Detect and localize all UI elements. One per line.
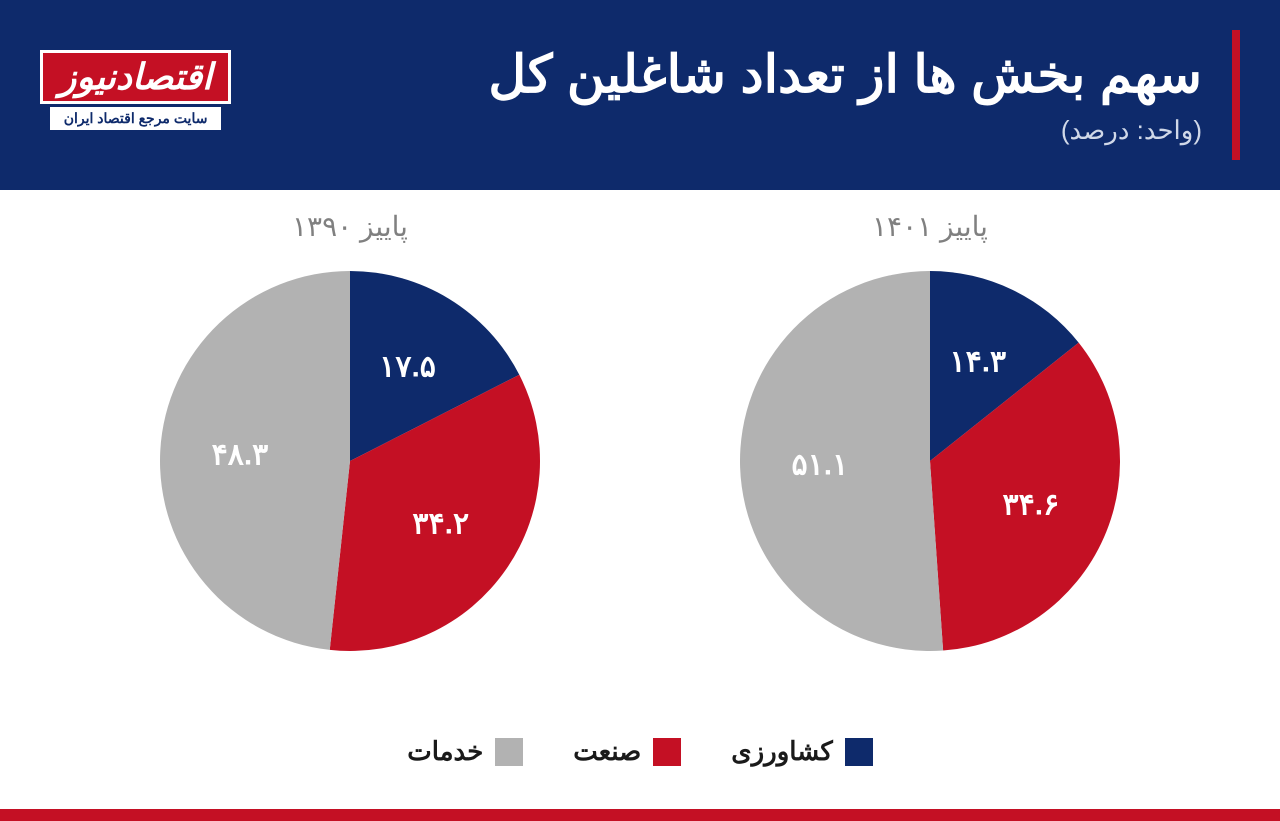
pie-label-services: ۵۱.۱	[792, 447, 849, 482]
pie-label-agriculture: ۱۷.۵	[379, 350, 436, 385]
legend-label-services: خدمات	[407, 736, 483, 767]
legend-item-agriculture: کشاورزی	[731, 736, 873, 767]
logo: اقتصادنیوز سایت مرجع اقتصاد ایران	[40, 50, 231, 130]
chart-right-title: پاییز ۱۴۰۱	[872, 210, 988, 243]
page-title: سهم بخش ها از تعداد شاغلین کل	[488, 44, 1202, 106]
pie-label-services: ۴۸.۳	[212, 438, 269, 473]
footer-accent-bar	[0, 809, 1280, 821]
header: سهم بخش ها از تعداد شاغلین کل (واحد: درص…	[0, 0, 1280, 190]
pie-label-agriculture: ۱۴.۳	[950, 344, 1007, 379]
legend-swatch-services	[495, 738, 523, 766]
chart-right-container: پاییز ۱۴۰۱ ۱۴.۳ ۳۴.۶ ۵۱.۱	[730, 210, 1130, 730]
pie-chart-right: ۱۴.۳ ۳۴.۶ ۵۱.۱	[730, 261, 1130, 661]
legend: کشاورزی صنعت خدمات	[0, 730, 1280, 767]
chart-left-title: پاییز ۱۳۹۰	[292, 210, 408, 243]
charts-area: پاییز ۱۳۹۰ ۱۷.۵ ۳۴.۲ ۴۸.۳ پاییز ۱۴۰۱ ۱۴.۳ ۳…	[0, 190, 1280, 730]
pie-svg	[730, 261, 1130, 661]
legend-swatch-industry	[653, 738, 681, 766]
logo-sub-text: سایت مرجع اقتصاد ایران	[50, 107, 222, 130]
pie-svg	[150, 261, 550, 661]
page-subtitle: (واحد: درصد)	[488, 115, 1202, 146]
pie-label-industry: ۳۴.۲	[412, 506, 469, 541]
pie-label-industry: ۳۴.۶	[1003, 488, 1060, 523]
legend-item-industry: صنعت	[573, 736, 681, 767]
legend-item-services: خدمات	[407, 736, 523, 767]
pie-chart-left: ۱۷.۵ ۳۴.۲ ۴۸.۳	[150, 261, 550, 661]
legend-label-agriculture: کشاورزی	[731, 736, 833, 767]
title-block: سهم بخش ها از تعداد شاغلین کل (واحد: درص…	[488, 30, 1240, 160]
legend-swatch-agriculture	[845, 738, 873, 766]
chart-left-container: پاییز ۱۳۹۰ ۱۷.۵ ۳۴.۲ ۴۸.۳	[150, 210, 550, 730]
logo-main-text: اقتصادنیوز	[40, 50, 231, 104]
legend-label-industry: صنعت	[573, 736, 641, 767]
